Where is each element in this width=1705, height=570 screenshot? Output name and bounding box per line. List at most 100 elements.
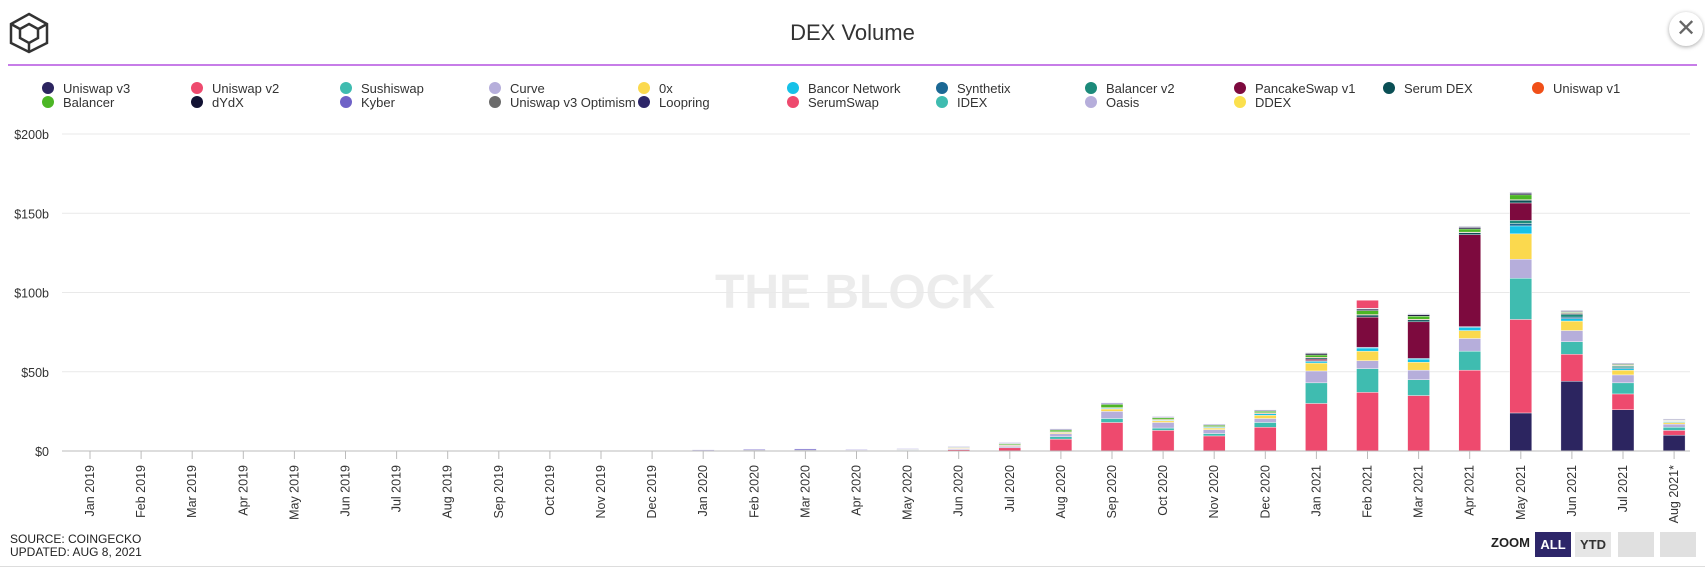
- legend-item[interactable]: Uniswap v3: [42, 81, 130, 96]
- legend-marker-icon: [340, 96, 352, 108]
- legend-label: DDEX: [1255, 95, 1292, 110]
- bar-segment: [1151, 417, 1175, 420]
- legend-item[interactable]: PancakeSwap v1: [1234, 81, 1355, 96]
- bar-segment: [1356, 300, 1379, 309]
- source-note: SOURCE: COINGECKO: [10, 532, 142, 546]
- legend-item[interactable]: Serum DEX: [1383, 81, 1473, 96]
- legend-item[interactable]: 0x: [638, 81, 673, 96]
- legend-marker-icon: [787, 96, 799, 108]
- legend-label: PancakeSwap v1: [1255, 81, 1356, 96]
- legend-marker-icon: [638, 82, 650, 94]
- x-tick-label: Dec 2020: [1258, 465, 1272, 519]
- page-title: DEX Volume: [790, 20, 915, 45]
- bottom-divider: [0, 566, 1705, 567]
- legend-item[interactable]: Uniswap v3 Optimism: [489, 95, 636, 110]
- bar-segment: [1356, 347, 1379, 352]
- bar-segment: [1100, 418, 1124, 423]
- legend-label: Balancer: [63, 95, 115, 110]
- bar-segment: [1151, 420, 1175, 423]
- legend-item[interactable]: Oasis: [1085, 95, 1139, 110]
- legend-label: Uniswap v1: [1553, 81, 1621, 96]
- legend-item[interactable]: Kyber: [340, 95, 395, 110]
- bar-segment: [1662, 430, 1686, 436]
- x-tick-label: Apr 2020: [850, 465, 864, 516]
- x-tick-label: Jun 2021: [1565, 465, 1579, 516]
- bar-segment: [1458, 226, 1481, 228]
- bar-segment: [1509, 412, 1533, 452]
- legend-item[interactable]: Balancer v2: [1085, 81, 1175, 96]
- close-button[interactable]: ✕: [1669, 12, 1703, 46]
- bar-segment: [1049, 436, 1073, 440]
- legend-label: 0x: [659, 81, 673, 96]
- bar-segment: [1509, 225, 1533, 235]
- legend-item[interactable]: Uniswap v1: [1532, 81, 1620, 96]
- bar-segment: [1151, 422, 1175, 429]
- bar-segment: [1560, 316, 1584, 319]
- legend-item[interactable]: IDEX: [936, 95, 987, 110]
- x-tick-label: Sep 2019: [492, 465, 506, 519]
- bar-segment: [1407, 313, 1430, 315]
- chart-footer: SOURCE: COINGECKO UPDATED: AUG 8, 2021: [10, 533, 142, 559]
- legend-item[interactable]: Curve: [489, 81, 545, 96]
- legend-marker-icon: [936, 82, 948, 94]
- x-tick-label: Feb 2021: [1361, 465, 1375, 518]
- bar-segment: [1407, 362, 1430, 371]
- header-divider: [8, 64, 1697, 66]
- legend-item[interactable]: Bancor Network: [787, 81, 900, 96]
- bar-segment: [1560, 354, 1584, 382]
- legend-item[interactable]: Loopring: [638, 95, 710, 110]
- legend-item[interactable]: SerumSwap: [787, 95, 879, 110]
- zoom-all-button[interactable]: ALL: [1535, 532, 1571, 557]
- bar-segment: [1662, 427, 1686, 431]
- legend-label: Kyber: [361, 95, 395, 110]
- legend-item[interactable]: Synthetix: [936, 81, 1010, 96]
- legend-marker-icon: [42, 96, 54, 108]
- bar-segment: [1151, 430, 1175, 452]
- bar-segment: [845, 449, 868, 451]
- x-tick-label: Jul 2020: [1003, 465, 1017, 512]
- x-tick-label: Jul 2019: [390, 465, 404, 512]
- legend-item[interactable]: DDEX: [1234, 95, 1291, 110]
- bar-segment: [1305, 382, 1328, 404]
- y-tick-label: $200b: [14, 128, 49, 142]
- bar-segment: [1202, 429, 1226, 434]
- x-tick-label: Mar 2019: [185, 465, 199, 518]
- bar-segment: [1560, 330, 1584, 342]
- bar-segment: [1611, 366, 1635, 368]
- bar-segment: [1611, 368, 1635, 371]
- legend-label: Balancer v2: [1106, 81, 1175, 96]
- bar-segment: [1254, 413, 1277, 416]
- legend-item[interactable]: Sushiswap: [340, 81, 424, 96]
- x-tick-label: Mar 2020: [798, 465, 812, 518]
- bar-segment: [1407, 379, 1430, 396]
- zoom-button-blank-1[interactable]: [1618, 532, 1654, 557]
- legend-item[interactable]: Balancer: [42, 95, 114, 110]
- legend-item[interactable]: Uniswap v2: [191, 81, 279, 96]
- bar-segment: [1356, 310, 1379, 315]
- y-tick-label: $150b: [14, 207, 49, 221]
- x-tick-label: Apr 2021: [1463, 465, 1477, 516]
- legend-marker-icon: [1234, 82, 1246, 94]
- zoom-label: ZOOM: [1491, 535, 1530, 550]
- legend-item[interactable]: dYdX: [191, 95, 244, 110]
- bar-segment: [1509, 202, 1533, 221]
- the-block-logo-icon[interactable]: [8, 12, 50, 54]
- legend-label: Sushiswap: [361, 81, 424, 96]
- legend-label: Uniswap v3: [63, 81, 131, 96]
- zoom-ytd-button[interactable]: YTD: [1575, 532, 1611, 557]
- updated-note: UPDATED: AUG 8, 2021: [10, 545, 142, 559]
- bar-segment: [1560, 314, 1584, 318]
- bar-segment: [1458, 228, 1481, 233]
- bar-segment: [1560, 310, 1584, 312]
- zoom-button-blank-2[interactable]: [1660, 532, 1696, 557]
- legend-label: Synthetix: [957, 81, 1011, 96]
- legend-marker-icon: [1234, 96, 1246, 108]
- bar-segment: [1151, 427, 1175, 431]
- legend-marker-icon: [191, 82, 203, 94]
- bar-segment: [1509, 319, 1533, 414]
- bar-segment: [1611, 409, 1635, 452]
- x-tick-label: Aug 2021*: [1667, 465, 1681, 524]
- legend-marker-icon: [1383, 82, 1395, 94]
- legend-marker-icon: [1532, 82, 1544, 94]
- bar-segment: [1356, 350, 1379, 361]
